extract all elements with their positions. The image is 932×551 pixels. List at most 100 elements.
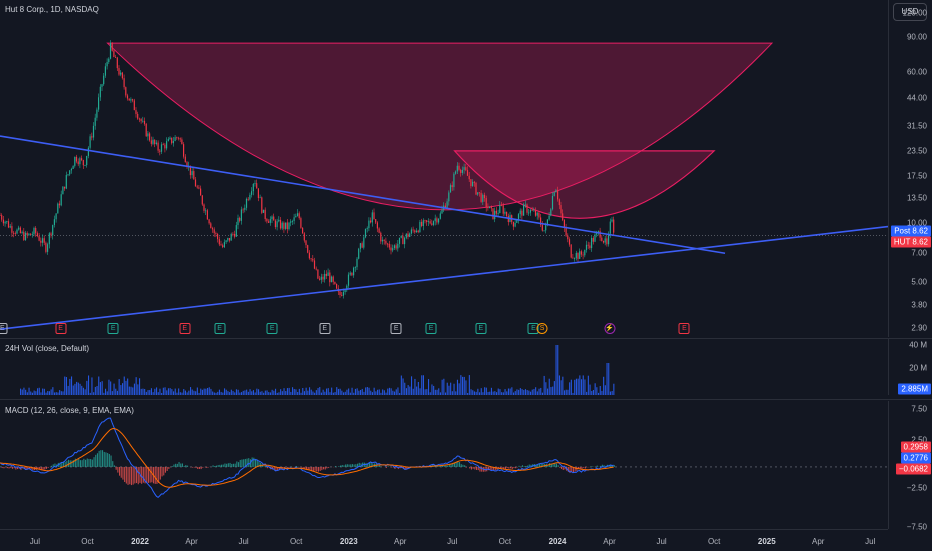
candle-body [588,245,589,246]
event-marker[interactable]: E [679,323,690,334]
candle-body [180,138,181,139]
macd-legend[interactable]: MACD (12, 26, close, 9, EMA, EMA) [5,406,134,415]
price-tick: 7.00 [911,249,927,258]
volume-bar [443,379,444,395]
candle-body [5,222,6,224]
candle-body [324,274,325,280]
volume-bar [447,383,448,395]
volume-bar [372,392,373,395]
volume-bar [462,377,463,395]
volume-bar [83,388,84,395]
macd-histogram-bar [199,467,200,469]
price-chart[interactable] [0,0,888,337]
volume-bar [579,375,580,395]
candle-body [586,245,587,250]
macd-histogram-bar [226,464,227,467]
candle-body [103,76,104,85]
candle-body [100,87,101,98]
volume-bar [105,389,106,395]
event-marker[interactable]: S [537,323,548,334]
volume-bar [297,392,298,395]
volume-bar [151,388,152,395]
event-marker[interactable]: E [267,323,278,334]
volume-legend[interactable]: 24H Vol (close, Default) [5,344,89,353]
macd-histogram-bar [143,467,144,483]
volume-bar [392,391,393,395]
candle-body [283,223,284,229]
volume-bar [547,389,548,395]
candle-body [384,240,385,241]
volume-axis[interactable]: 40 M 20 M 2.885M [888,339,932,395]
volume-bar [309,387,310,395]
candle-body [299,213,300,218]
volume-bar [119,379,120,395]
volume-bar [484,387,485,395]
macd-histogram-bar [97,453,98,467]
event-marker[interactable]: E [108,323,119,334]
time-tick: Jul [30,537,40,546]
macd-histogram-bar [121,467,122,478]
volume-bar [159,389,160,395]
event-marker[interactable]: ⚡ [604,323,615,334]
volume-bar [27,392,28,395]
candle-body [227,238,228,240]
event-marker[interactable]: E [179,323,190,334]
candle-body [498,213,499,214]
event-marker[interactable]: E [214,323,225,334]
volume-bar [47,391,48,395]
event-marker[interactable]: E [319,323,330,334]
candle-body [266,219,267,221]
macd-axis[interactable]: 7.50 2.50 −2.50 −7.50 0.2958 0.2776 −0.0… [888,401,932,529]
candle-body [494,211,495,219]
macd-pane[interactable]: MACD (12, 26, close, 9, EMA, EMA) [0,401,888,529]
event-marker[interactable]: E [0,323,8,334]
candle-body [27,233,28,235]
volume-bar [202,390,203,395]
event-marker[interactable]: E [426,323,437,334]
event-marker[interactable]: E [55,323,66,334]
volume-bar [227,391,228,395]
volume-bar [103,393,104,395]
volume-bar [253,390,254,395]
candle-body [356,259,357,267]
candle-body [42,238,43,243]
macd-histogram-bar [221,465,222,467]
candle-body [574,258,575,259]
candle-body [52,225,53,235]
candle-body [11,226,12,233]
volume-bar [476,392,477,395]
candle-body [579,251,580,259]
volume-bar [32,393,33,395]
candle-body [316,269,317,270]
candle-body [467,170,468,176]
candle-body [326,274,327,276]
volume-bar [125,381,126,395]
candle-body [584,250,585,255]
volume-bar [542,393,543,395]
candle-body [33,228,34,234]
macd-histogram-bar [554,463,555,467]
volume-bar [346,390,347,395]
volume-bar [241,392,242,395]
macd-histogram-bar [104,452,105,467]
macd-histogram-bar [592,466,593,467]
volume-pane[interactable]: 24H Vol (close, Default) [0,339,888,395]
event-marker[interactable]: E [391,323,402,334]
candle-body [484,195,485,198]
macd-histogram-bar [48,467,49,468]
candle-body [535,211,536,216]
macd-histogram-bar [512,467,513,469]
volume-bar [591,391,592,395]
candle-body [202,196,203,205]
candle-body [530,210,531,213]
event-marker[interactable]: E [475,323,486,334]
candle-body [385,241,386,244]
volume-tick: 40 M [909,341,927,350]
pane-divider[interactable] [0,399,932,400]
candle-body [93,126,94,138]
volume-bar [355,389,356,395]
volume-bar [122,383,123,395]
